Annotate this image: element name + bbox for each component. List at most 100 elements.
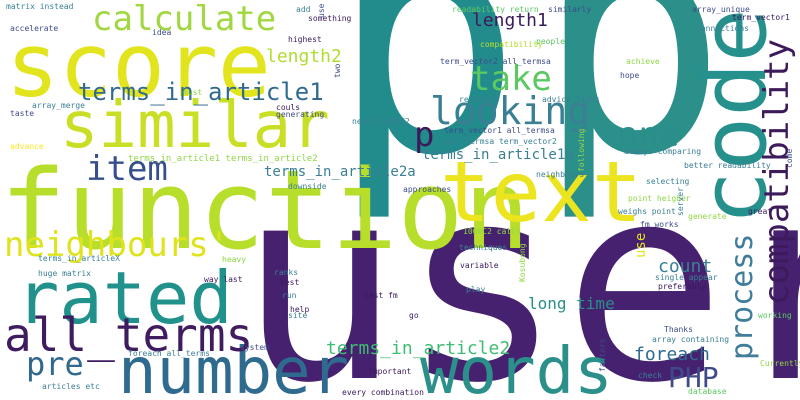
word-rated: rated (16, 256, 233, 340)
word-something: something (308, 14, 352, 23)
word-calculate: calculate (92, 0, 277, 39)
word-fm-works: fm works (640, 220, 679, 229)
word-idea: idea (152, 28, 172, 37)
word-advice-links: advice links (542, 95, 600, 104)
word-foreach-all_terms: foreach all_terms (128, 349, 210, 358)
word-highest: highest (288, 35, 322, 44)
word-database: database (688, 387, 727, 396)
word-use: use (633, 232, 649, 258)
word-Kosubong: Kosubong (518, 243, 527, 282)
word-way-last: way last (204, 275, 243, 284)
word-point-heigher: point heigher (628, 194, 691, 203)
word-readability-return: readability return (452, 5, 539, 14)
word-must: must (183, 88, 203, 97)
word-needs-1000C2: needs 1000C2 (352, 117, 410, 126)
word-1000C2-calls: 1000C2 calls (463, 227, 521, 236)
word-downside: downside (288, 182, 327, 191)
word-terms_in_article1: terms_in_article1 (78, 78, 324, 106)
word-long-time: long time (528, 294, 615, 313)
word-factors: factors (598, 338, 607, 372)
word-text: text (440, 143, 643, 241)
word-compatibility-small: compatibility (480, 40, 543, 49)
word-last-fm: last fm (364, 291, 398, 300)
word-use-small: use (317, 3, 326, 18)
word-process: process (725, 233, 760, 360)
word-user: user (238, 127, 800, 400)
word-add: add (296, 5, 311, 14)
word-terms_in_article2a: terms_in_article2a (264, 164, 416, 180)
word-server: server (676, 187, 685, 216)
word-working: working (758, 311, 792, 320)
word-foreach: foreach (634, 344, 710, 365)
word-count: count (658, 256, 713, 277)
word-PHP: PHP (668, 361, 719, 394)
word-generating: generating (276, 110, 325, 119)
word-run: run (282, 291, 297, 300)
word-come: come (785, 148, 794, 168)
word-approaches: approaches (403, 185, 452, 194)
word-function: function (0, 146, 530, 274)
word-following: following (577, 128, 586, 172)
word-pre: pre (26, 345, 84, 383)
word-neighbours-small: neighbours (536, 170, 585, 179)
word-length2: length2 (266, 46, 342, 67)
word-huge-matrix: huge matrix (38, 269, 91, 278)
word-p-large-2: p (535, 0, 728, 226)
word-variable: variable (460, 261, 499, 270)
word-single-appear: single appear (655, 273, 718, 282)
word-taste: taste (10, 109, 35, 118)
word-all_termsa-term_vector2: all_termsa term_vector2 (446, 137, 557, 146)
word-people: people (536, 37, 565, 46)
word-term_vector1-all_termsa: term_vector1 all_termsa (444, 126, 555, 135)
word-term_vector1-top: term_vector1 (732, 13, 790, 22)
word-similar: similar (60, 89, 330, 163)
word-techniques: techniques (459, 243, 508, 252)
word-score: score (6, 14, 271, 117)
word-ranks: ranks (274, 268, 299, 277)
word-site: site (288, 311, 308, 320)
word-terms_in_articleX: terms_in_articleX (38, 254, 120, 263)
word-p-large-1: p (330, 0, 523, 226)
word-terms_in_article2: terms_in_article2 (326, 338, 511, 359)
word-one: one (618, 115, 680, 155)
word-number: number (118, 335, 350, 400)
word-two: two (333, 63, 342, 78)
word-terms_in_article1-terms_in_article2: terms_in_article1 terms_in_article2 (128, 154, 318, 164)
word-array_unique: array_unique (692, 5, 750, 14)
word-hope: hope (620, 71, 640, 80)
word-take: take (470, 59, 552, 99)
word-system: system (240, 343, 269, 352)
word-every-combination: every combination (342, 388, 424, 397)
word-important: important (368, 367, 412, 376)
word-achieve: achieve (626, 57, 660, 66)
word-best: best (280, 278, 300, 287)
word-Thanks: Thanks (664, 325, 693, 334)
word-array_merge: array_merge (32, 101, 85, 110)
word-advance: advance (10, 142, 44, 151)
word-words: words (420, 335, 613, 400)
word-Currently: Currently (760, 359, 800, 368)
word-couls: couls (276, 103, 301, 112)
word-item: item (86, 149, 168, 189)
word-preferably: preferably (658, 282, 707, 291)
word-terms_in_article1a: terms_in_article1a (422, 147, 574, 163)
word-compatibility: compatibility (757, 38, 797, 305)
word-relation: relation (459, 95, 498, 104)
word-great: great (748, 207, 773, 216)
word-term_vector2-all_termsa: term_vector2 all_termsa (440, 57, 551, 66)
word-play: play (466, 285, 486, 294)
word-p-small: p (414, 115, 435, 155)
word-matrix-instead: matrix instead (6, 2, 74, 11)
word-always-comparing: always comparing (624, 147, 702, 156)
word-neighbours: neighbours' (4, 225, 230, 265)
word-generate: generate (688, 212, 727, 221)
word-go: go (409, 311, 419, 320)
word-length1: length1 (472, 10, 548, 31)
word-selecting: selecting (646, 177, 690, 186)
word-connections: connections (696, 24, 749, 33)
word-check: check (638, 371, 663, 380)
word-similarly: similarly (548, 5, 592, 14)
word-all_terms: all_terms (4, 308, 254, 362)
word-looking: looking (430, 89, 591, 133)
word-better-readability: better readability (684, 161, 771, 170)
